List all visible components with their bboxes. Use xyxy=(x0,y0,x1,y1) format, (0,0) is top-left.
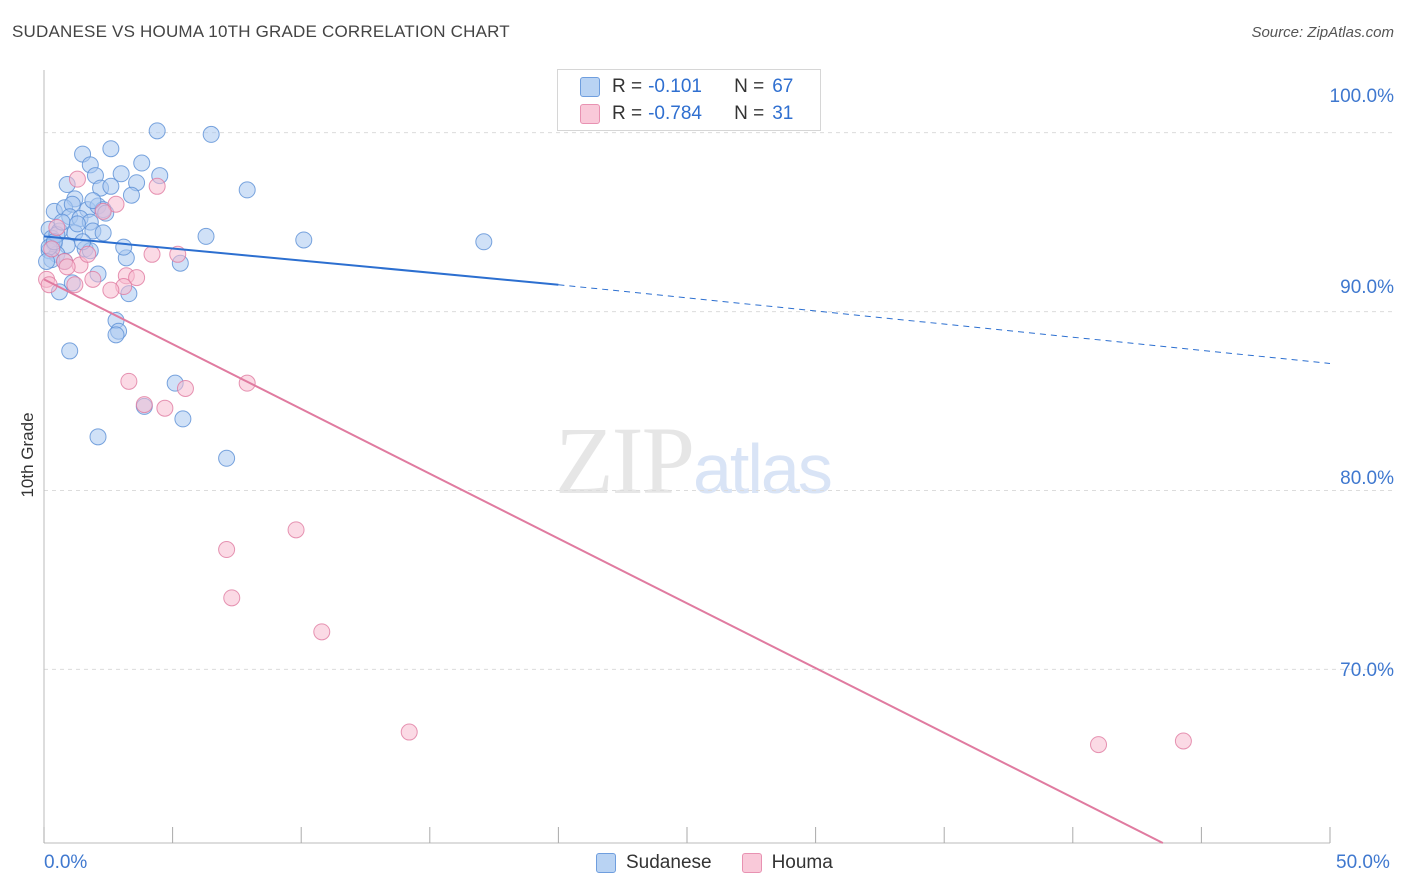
sudanese-point xyxy=(197,227,215,245)
houma-point xyxy=(48,218,66,236)
houma-n-value: 31 xyxy=(772,103,794,124)
y-tick-70: 70.0% xyxy=(1340,660,1394,681)
houma-point xyxy=(1174,732,1192,750)
houma-r-value: -0.784 xyxy=(648,103,702,124)
x-tick-50: 50.0% xyxy=(1336,852,1390,873)
y-tick-90: 90.0% xyxy=(1340,277,1394,298)
sudanese-point xyxy=(238,181,256,199)
houma-point xyxy=(287,521,305,539)
series-legend: Sudanese Houma xyxy=(596,852,863,874)
houma-point xyxy=(120,372,138,390)
sudanese-point xyxy=(475,233,493,251)
houma-point xyxy=(400,723,418,741)
houma-point xyxy=(84,270,102,288)
houma-point xyxy=(313,623,331,641)
stats-legend: R = -0.101 N = 67 R = -0.784 N = 31 xyxy=(557,69,821,131)
houma-point xyxy=(66,276,84,294)
houma-point xyxy=(94,202,112,220)
houma-point xyxy=(1090,736,1108,754)
houma-point xyxy=(102,281,120,299)
houma-point xyxy=(43,240,61,258)
houma-point xyxy=(143,245,161,263)
houma-point xyxy=(128,269,146,287)
sudanese-point xyxy=(218,449,236,467)
houma-point xyxy=(107,195,125,213)
n-label: N = xyxy=(734,76,765,97)
houma-legend-label: Houma xyxy=(771,852,833,873)
r-label: R = xyxy=(612,103,643,124)
chart-source: Source: ZipAtlas.com xyxy=(1251,24,1394,41)
sudanese-point xyxy=(89,428,107,446)
houma-point xyxy=(176,380,194,398)
sudanese-r-value: -0.101 xyxy=(648,76,702,97)
sudanese-point xyxy=(202,125,220,143)
sudanese-point xyxy=(133,154,151,172)
y-axis-label: 10th Grade xyxy=(18,412,37,498)
n-label: N = xyxy=(734,103,765,124)
chart-title: SUDANESE VS HOUMA 10TH GRADE CORRELATION… xyxy=(12,22,510,41)
sudanese-point xyxy=(148,122,166,140)
legend-row-sudanese: R = -0.101 N = 67 xyxy=(580,75,793,99)
houma-point xyxy=(148,177,166,195)
r-label: R = xyxy=(612,76,643,97)
sudanese-legend-swatch xyxy=(596,853,616,873)
houma-point xyxy=(79,245,97,263)
watermark-zip: ZIP xyxy=(555,407,695,514)
sudanese-point xyxy=(61,342,79,360)
houma-point xyxy=(68,170,86,188)
houma-point xyxy=(156,399,174,417)
sudanese-point xyxy=(102,177,120,195)
sudanese-point xyxy=(295,231,313,249)
legend-item-houma[interactable]: Houma xyxy=(741,852,833,874)
houma-point xyxy=(218,541,236,559)
sudanese-n-value: 67 xyxy=(772,76,794,97)
sudanese-trend-line xyxy=(43,235,559,286)
sudanese-legend-label: Sudanese xyxy=(626,852,712,873)
houma-swatch xyxy=(580,104,600,124)
sudanese-point xyxy=(115,238,133,256)
houma-point xyxy=(223,589,241,607)
sudanese-swatch xyxy=(580,77,600,97)
watermark-atlas: atlas xyxy=(693,430,833,508)
sudanese-trend-extension xyxy=(558,284,1331,364)
y-tick-100: 100.0% xyxy=(1329,86,1394,107)
houma-trend-line xyxy=(43,278,1164,844)
sudanese-point xyxy=(84,192,102,210)
sudanese-point xyxy=(174,410,192,428)
sudanese-point xyxy=(94,224,112,242)
sudanese-point xyxy=(107,326,125,344)
houma-point xyxy=(238,374,256,392)
houma-legend-swatch xyxy=(741,853,762,873)
y-tick-80: 80.0% xyxy=(1340,468,1394,489)
legend-row-houma: R = -0.784 N = 31 xyxy=(580,102,793,126)
sudanese-point xyxy=(102,140,120,158)
watermark: ZIPatlas xyxy=(555,405,833,516)
sudanese-point xyxy=(122,186,140,204)
legend-item-sudanese[interactable]: Sudanese xyxy=(596,852,712,874)
sudanese-point xyxy=(112,165,130,183)
sudanese-point xyxy=(68,215,86,233)
houma-point xyxy=(135,396,153,414)
x-tick-0: 0.0% xyxy=(44,852,88,873)
houma-point xyxy=(58,258,76,276)
